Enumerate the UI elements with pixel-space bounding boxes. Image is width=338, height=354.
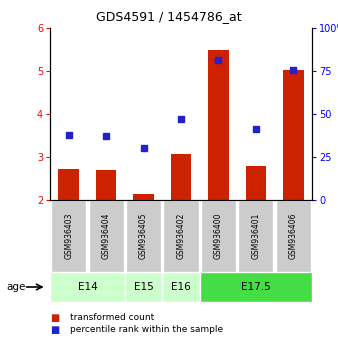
Text: E16: E16 [171,282,191,292]
Bar [58,169,79,200]
Bar [171,154,191,200]
Text: GSM936401: GSM936401 [251,213,260,259]
Bar [126,200,161,272]
Bar [51,200,86,272]
Text: ■: ■ [50,325,59,335]
Bar [163,200,199,272]
Text: transformed count: transformed count [70,314,154,322]
Text: GSM936406: GSM936406 [289,213,298,259]
Bar [133,194,154,200]
Bar [89,200,124,272]
Text: percentile rank within the sample: percentile rank within the sample [70,325,223,335]
Text: age: age [7,282,26,292]
Bar [125,272,162,302]
Bar [246,166,266,200]
Text: GSM936403: GSM936403 [64,213,73,259]
Text: E15: E15 [134,282,153,292]
Text: ■: ■ [50,313,59,323]
Bar [238,200,273,272]
Bar [208,50,229,200]
Bar [50,272,125,302]
Bar [283,70,304,200]
Text: GSM936404: GSM936404 [102,213,111,259]
Text: GSM936405: GSM936405 [139,213,148,259]
Text: E17.5: E17.5 [241,282,271,292]
Bar [200,272,312,302]
Text: E14: E14 [77,282,97,292]
Text: GDS4591 / 1454786_at: GDS4591 / 1454786_at [96,10,242,23]
Bar [201,200,236,272]
Text: GSM936402: GSM936402 [176,213,186,259]
Bar [96,170,116,200]
Bar [162,272,200,302]
Text: GSM936400: GSM936400 [214,213,223,259]
Bar [276,200,311,272]
